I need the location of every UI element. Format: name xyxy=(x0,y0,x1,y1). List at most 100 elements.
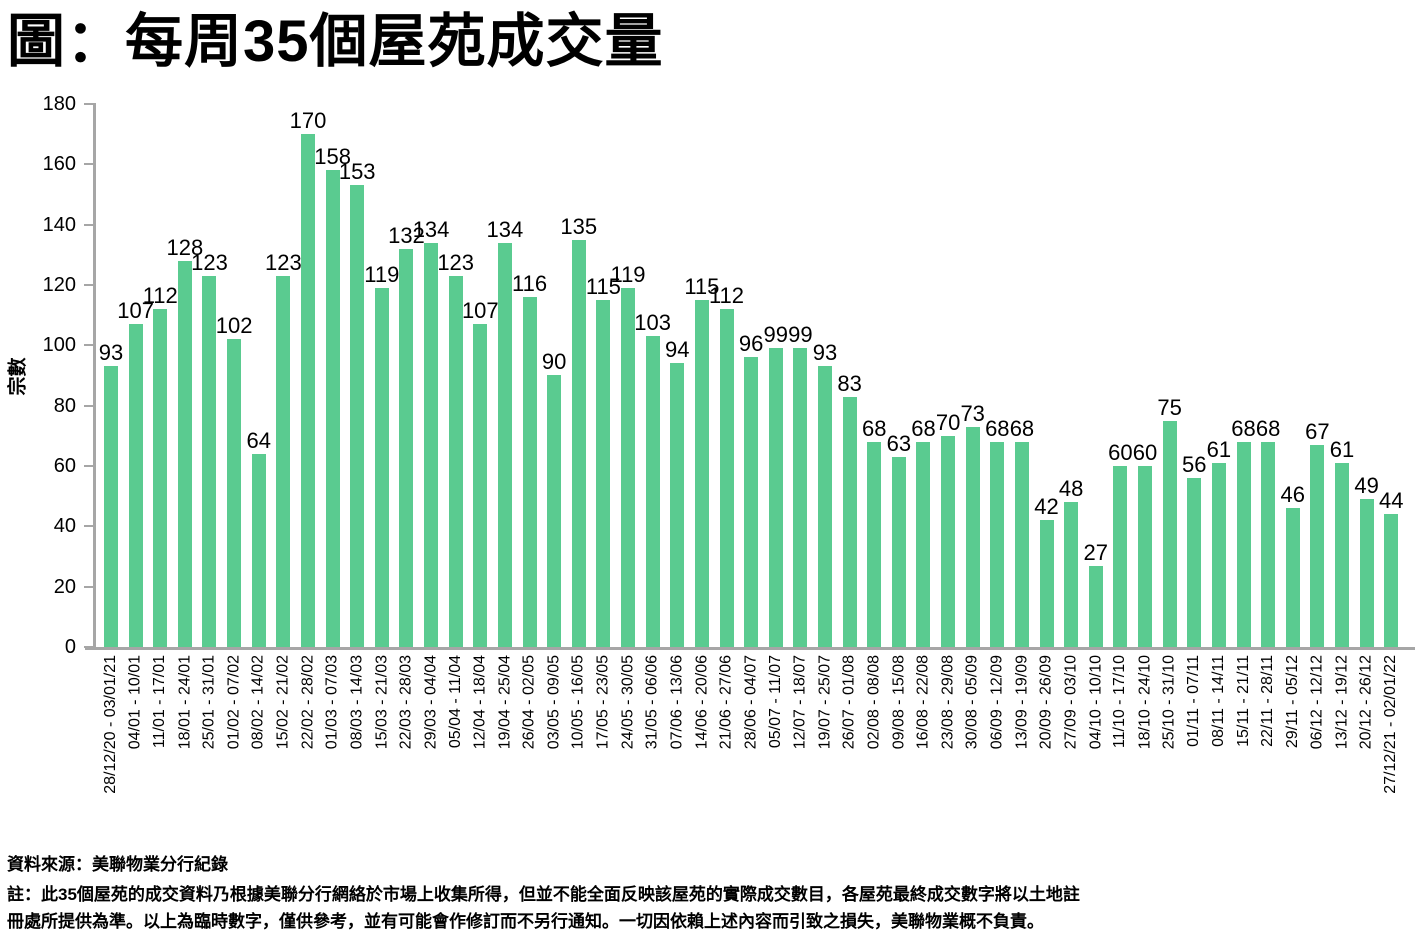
x-axis-tick-label: 08/02 - 14/02 xyxy=(249,655,267,750)
bar-value-label: 49 xyxy=(1354,473,1379,498)
y-axis-tick-mark xyxy=(84,284,93,286)
bar-value-label: 64 xyxy=(246,428,271,453)
bar-value-label: 68 xyxy=(1009,416,1035,441)
y-axis-tick-label: 20 xyxy=(53,575,76,598)
x-axis-tick-label: 14/06 - 20/06 xyxy=(692,655,710,750)
x-axis-tick-label: 25/01 - 31/01 xyxy=(200,655,218,750)
x-axis-tick-label: 22/02 - 28/02 xyxy=(298,655,316,750)
bar-value-label: 115 xyxy=(585,274,621,299)
bar xyxy=(941,436,956,647)
bar-value-label: 48 xyxy=(1058,476,1084,501)
y-axis-tick-label: 140 xyxy=(42,213,76,236)
x-axis-tick-label: 26/04 - 02/05 xyxy=(520,655,538,750)
bar xyxy=(177,261,192,647)
bar xyxy=(350,185,365,647)
bar xyxy=(1162,421,1177,647)
bar xyxy=(522,297,537,647)
bar-value-label: 115 xyxy=(684,274,720,299)
x-axis-tick-label: 04/10 - 10/10 xyxy=(1086,655,1104,750)
bar-value-label: 116 xyxy=(511,271,548,296)
bar-value-label: 123 xyxy=(264,250,302,275)
bar xyxy=(1187,478,1202,647)
bar xyxy=(621,288,636,647)
y-axis-tick-label: 160 xyxy=(42,153,76,176)
bar-value-label: 134 xyxy=(486,217,524,242)
y-axis-tick-mark xyxy=(84,525,93,528)
x-axis-tick-label: 28/12/20 - 03/01/21 xyxy=(102,655,119,794)
bar xyxy=(1310,445,1325,647)
bar xyxy=(1359,499,1374,647)
bar xyxy=(1113,466,1128,647)
x-axis-tick-label: 15/11 - 21/11 xyxy=(1234,655,1252,747)
bar-value-label: 68 xyxy=(1231,416,1256,441)
bar-value-label: 107 xyxy=(117,298,154,323)
bar xyxy=(1211,463,1226,647)
bar-value-label: 61 xyxy=(1206,437,1232,462)
bar-value-label: 42 xyxy=(1034,494,1059,519)
y-axis-tick-mark xyxy=(84,223,93,226)
x-axis-tick-label: 08/03 - 14/03 xyxy=(348,655,366,750)
x-axis-tick-label: 28/06 - 04/07 xyxy=(742,655,760,750)
y-axis-tick-label: 40 xyxy=(53,515,76,538)
bar xyxy=(227,339,242,647)
x-axis-tick-label: 20/12 - 26/12 xyxy=(1357,655,1375,750)
x-axis-tick-label: 17/05 - 23/05 xyxy=(594,655,612,750)
bar-value-label: 119 xyxy=(364,262,400,287)
x-axis-tick-label: 15/02 - 21/02 xyxy=(274,655,292,750)
bar xyxy=(497,243,512,647)
bar-value-label: 119 xyxy=(610,262,646,287)
x-axis-tick-label: 11/10 - 17/10 xyxy=(1111,655,1129,749)
y-axis-tick-mark xyxy=(84,465,93,467)
bar xyxy=(891,457,906,647)
x-axis-tick-label: 21/06 - 27/06 xyxy=(717,655,735,750)
bar xyxy=(744,357,759,647)
bar-value-label: 56 xyxy=(1182,452,1207,477)
x-axis-tick-label: 05/07 - 11/07 xyxy=(766,655,784,749)
bar-value-label: 158 xyxy=(314,144,351,169)
x-axis-line xyxy=(85,647,1415,650)
bar xyxy=(916,442,931,647)
x-axis-tick-label: 31/05 - 06/06 xyxy=(643,655,661,750)
bar xyxy=(719,309,734,647)
y-axis-tick-label: 180 xyxy=(42,93,76,115)
bar xyxy=(645,336,660,647)
bar-value-label: 96 xyxy=(738,331,764,356)
bar-value-label: 27 xyxy=(1083,540,1109,565)
bar-value-label: 46 xyxy=(1280,482,1305,507)
bar xyxy=(374,288,389,647)
bar-value-label: 60 xyxy=(1132,440,1158,465)
bar-value-label: 68 xyxy=(1255,416,1281,441)
bar xyxy=(571,240,586,647)
x-axis-tick-label: 08/11 - 14/11 xyxy=(1209,655,1227,747)
x-axis-tick-label: 13/09 - 19/09 xyxy=(1012,655,1030,750)
bar-value-label: 102 xyxy=(215,313,253,338)
x-axis-tick-label: 26/07 - 01/08 xyxy=(840,655,858,750)
bar xyxy=(202,276,217,647)
bar xyxy=(1335,463,1349,647)
x-axis-tick-label: 18/10 - 24/10 xyxy=(1136,655,1154,750)
x-axis-tick-label: 23/08 - 29/08 xyxy=(939,655,957,750)
bar-value-label: 75 xyxy=(1157,395,1182,420)
x-axis-tick-label: 01/03 - 07/03 xyxy=(323,655,341,750)
x-axis-tick-label: 01/02 - 07/02 xyxy=(225,655,243,750)
y-axis-tick-mark xyxy=(84,344,93,347)
y-axis-line xyxy=(93,103,96,650)
bar xyxy=(325,170,340,647)
bar xyxy=(128,324,143,647)
y-axis-tick-label: 80 xyxy=(53,394,76,417)
bar-value-label: 135 xyxy=(560,214,598,239)
x-axis-tick-label: 19/07 - 25/07 xyxy=(815,655,833,750)
bar-value-label: 60 xyxy=(1108,440,1133,465)
bar xyxy=(965,427,980,647)
bar-value-label: 134 xyxy=(412,217,450,242)
bar xyxy=(1039,520,1054,647)
bar xyxy=(1384,514,1399,647)
bar-value-label: 153 xyxy=(338,159,376,184)
bar-value-label: 44 xyxy=(1378,488,1404,513)
bar xyxy=(547,375,562,647)
bar-value-label: 67 xyxy=(1305,419,1330,444)
bar xyxy=(473,324,488,647)
bar xyxy=(694,300,709,647)
bar xyxy=(670,363,685,647)
x-axis-tick-label: 01/11 - 07/11 xyxy=(1185,655,1203,747)
